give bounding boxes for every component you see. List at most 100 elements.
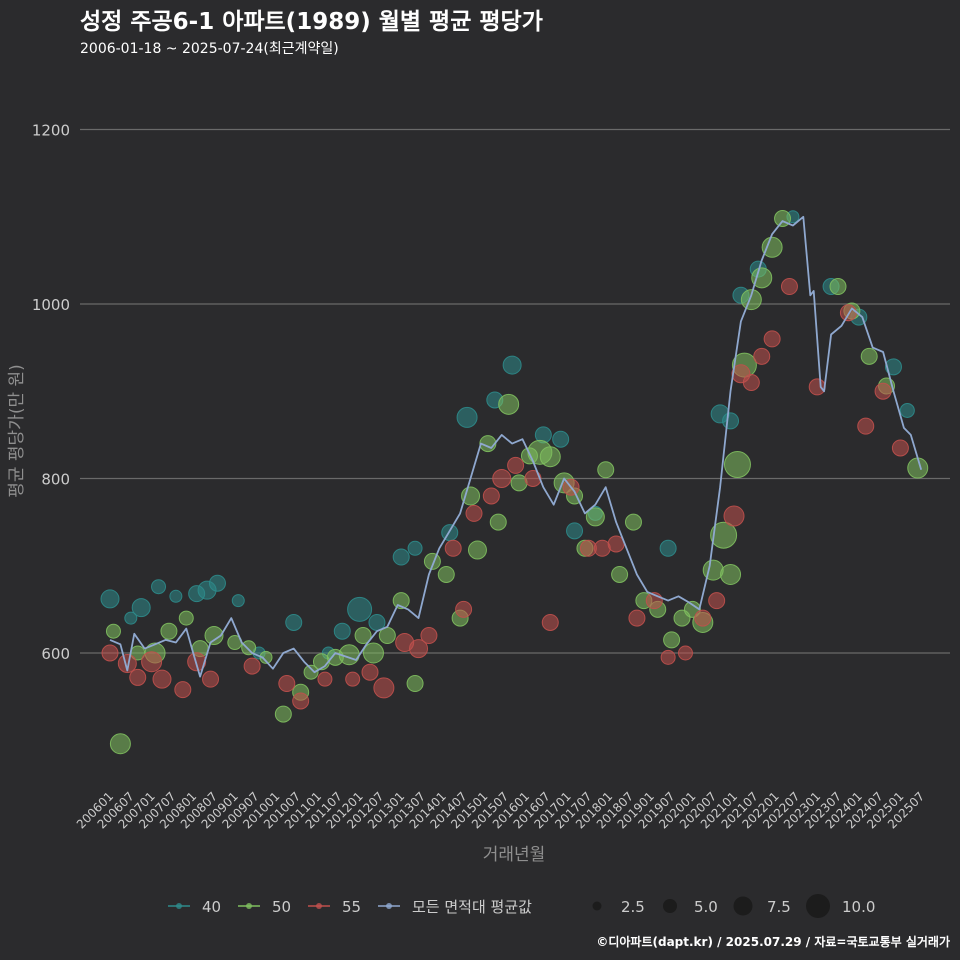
y-tick-label-800: 800 (41, 471, 70, 489)
point-55-4 (152, 669, 172, 689)
point-40-16 (407, 540, 423, 556)
point-55-30 (628, 609, 646, 627)
point-40-10 (285, 613, 303, 631)
point-50-18 (362, 642, 384, 664)
point-55-36 (723, 505, 745, 527)
point-50-21 (406, 675, 424, 693)
point-40-3 (151, 579, 167, 595)
point-40-2 (131, 598, 151, 618)
legend-key-average (386, 903, 392, 909)
point-55-25 (541, 613, 559, 631)
page-title: 성정 주공6-1 아파트(1989) 월별 평균 평당가 (80, 9, 543, 35)
point-55-44 (857, 417, 875, 435)
point-50-38 (597, 461, 615, 479)
point-50-49 (720, 563, 742, 585)
page-subtitle: 2006-01-18 ~ 2025-07-24(최근계약일) (80, 41, 339, 57)
point-55-5 (174, 681, 192, 699)
point-50-9 (241, 640, 257, 656)
point-40-12 (333, 622, 351, 640)
y-axis-title: 평균 평당가(만 원) (7, 364, 27, 498)
point-40-23 (566, 522, 584, 540)
point-50-48 (710, 521, 738, 549)
point-50-50 (723, 451, 751, 479)
point-50-53 (751, 267, 773, 289)
point-50-37 (585, 507, 605, 527)
legend-label-average: 모든 면적대 평균값 (412, 898, 532, 916)
footer-credit: ©디아파트(dapt.kr) / 2025.07.29 / 자료=국토교통부 실… (596, 935, 950, 949)
point-55-12 (345, 671, 361, 687)
point-55-20 (465, 504, 483, 522)
point-55-7 (202, 670, 220, 688)
point-50-1 (109, 733, 131, 755)
point-40-8 (231, 594, 245, 608)
point-55-9 (278, 675, 296, 693)
point-40-25 (659, 539, 677, 557)
legend-key-50 (246, 903, 252, 909)
point-40-18 (456, 406, 478, 428)
legend-size-key-7.5 (733, 896, 753, 916)
point-50-58 (860, 347, 878, 365)
point-40-15 (392, 548, 410, 566)
point-50-43 (663, 631, 681, 649)
y-tick-label-1200: 1200 (32, 122, 70, 140)
point-55-40 (763, 330, 781, 348)
point-50-11 (274, 705, 292, 723)
point-55-19 (455, 600, 473, 618)
point-50-26 (467, 540, 487, 560)
point-55-22 (492, 469, 512, 488)
point-40-27 (722, 412, 740, 430)
point-50-39 (611, 565, 629, 583)
y-tick-label-1000: 1000 (32, 296, 70, 314)
point-55-34 (694, 609, 712, 627)
point-40-22 (552, 430, 570, 448)
point-55-17 (420, 627, 438, 645)
legend-size-key-2.5 (592, 901, 602, 911)
point-50-29 (498, 393, 520, 415)
x-axis-title: 거래년월 (483, 845, 546, 865)
point-55-32 (660, 649, 676, 665)
point-50-28 (489, 513, 507, 531)
point-40-34 (899, 402, 915, 418)
legend-key-40 (176, 903, 182, 909)
point-40-7 (208, 574, 226, 592)
point-40-13 (347, 596, 373, 622)
point-55-45 (874, 382, 892, 400)
point-40-4 (169, 589, 183, 603)
point-40-20 (502, 355, 522, 375)
point-50-56 (829, 278, 847, 296)
point-55-21 (482, 487, 500, 505)
point-55-16 (409, 639, 429, 659)
point-50-23 (437, 565, 455, 583)
point-55-1 (117, 653, 137, 673)
point-55-41 (780, 278, 798, 296)
point-55-3 (141, 651, 163, 673)
legend-size-label-10.0: 10.0 (842, 898, 875, 916)
legend-label-55: 55 (342, 898, 361, 916)
legend-key-55 (316, 903, 322, 909)
point-50-13 (303, 664, 319, 680)
point-50-5 (178, 610, 194, 626)
y-tick-label-600: 600 (41, 645, 70, 663)
point-40-33 (884, 358, 902, 376)
legend-size-label-5.0: 5.0 (694, 898, 718, 916)
point-50-4 (160, 622, 178, 640)
point-55-39 (753, 347, 771, 365)
point-55-13 (361, 663, 379, 681)
legend-size-label-7.5: 7.5 (767, 898, 791, 916)
point-55-33 (677, 645, 693, 661)
point-55-11 (317, 671, 333, 687)
point-50-54 (761, 236, 783, 258)
point-50-0 (105, 623, 121, 639)
point-55-14 (373, 677, 395, 699)
point-55-35 (708, 592, 726, 610)
point-55-10 (292, 692, 310, 710)
point-55-0 (101, 644, 119, 662)
point-55-24 (524, 470, 542, 487)
legend-size-key-10.0 (806, 894, 830, 918)
point-55-46 (891, 439, 909, 457)
legend-label-50: 50 (272, 898, 291, 916)
point-50-7 (204, 626, 224, 646)
point-55-8 (243, 657, 261, 675)
point-50-33 (539, 446, 561, 468)
